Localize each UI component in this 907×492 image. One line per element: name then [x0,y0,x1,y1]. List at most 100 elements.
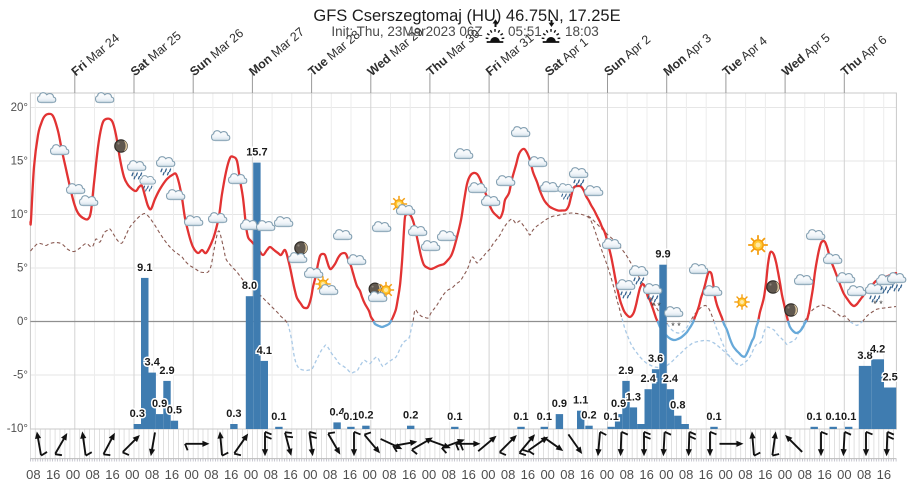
svg-text:0.2: 0.2 [581,410,596,422]
svg-text:08: 08 [26,467,40,482]
svg-text:15.7: 15.7 [246,147,267,159]
svg-text:0.3: 0.3 [130,408,145,420]
svg-text:0.9: 0.9 [611,398,626,410]
svg-text:16: 16 [461,467,475,482]
svg-text:3.8: 3.8 [857,350,872,362]
svg-text:2.5: 2.5 [882,372,897,384]
svg-text:00: 00 [481,467,495,482]
svg-text:00: 00 [718,467,732,482]
svg-text:0.2: 0.2 [358,410,373,422]
svg-text:00: 00 [659,467,673,482]
svg-text:18:03: 18:03 [565,24,599,39]
svg-text:00: 00 [362,467,376,482]
svg-text:08: 08 [857,467,871,482]
svg-text:08: 08 [145,467,159,482]
svg-text:00: 00 [244,467,258,482]
svg-text:08: 08 [442,467,456,482]
svg-text:9.9: 9.9 [655,249,670,261]
svg-text:00: 00 [303,467,317,482]
svg-text:0.9: 0.9 [152,398,167,410]
svg-text:0.8: 0.8 [670,400,685,412]
svg-text:0.1: 0.1 [447,411,462,423]
svg-text:00: 00 [66,467,80,482]
svg-text:20°: 20° [11,102,28,114]
svg-text:0.1: 0.1 [604,411,619,423]
svg-text:16: 16 [402,467,416,482]
svg-text:08: 08 [382,467,396,482]
svg-text:5°: 5° [17,263,28,275]
svg-text:0.3: 0.3 [226,408,241,420]
svg-text:0.1: 0.1 [271,411,286,423]
svg-text:08: 08 [323,467,337,482]
svg-text:2.4: 2.4 [641,373,657,385]
svg-text:08: 08 [798,467,812,482]
svg-text:Init: Thu, 23Mar2023 06Z: Init: Thu, 23Mar2023 06Z [331,24,482,39]
svg-text:Fri Mar 24: Fri Mar 24 [69,31,122,79]
svg-text:15°: 15° [11,156,28,168]
svg-text:00: 00 [600,467,614,482]
svg-text:0.2: 0.2 [403,410,418,422]
svg-text:16: 16 [580,467,594,482]
svg-text:0.1: 0.1 [807,411,822,423]
svg-text:08: 08 [204,467,218,482]
svg-text:0.1: 0.1 [826,411,841,423]
svg-text:0.1: 0.1 [706,411,721,423]
svg-text:00: 00 [540,467,554,482]
svg-text:4.2: 4.2 [870,343,885,355]
svg-text:08: 08 [679,467,693,482]
svg-text:0°: 0° [17,316,28,328]
svg-text:4.1: 4.1 [257,345,272,357]
svg-text:16: 16 [817,467,831,482]
svg-text:9.1: 9.1 [137,262,152,274]
svg-text:8.0: 8.0 [242,280,257,292]
svg-text:16: 16 [699,467,713,482]
svg-text:0.1: 0.1 [841,411,856,423]
svg-text:0.4: 0.4 [329,406,345,418]
svg-text:10°: 10° [11,209,28,221]
svg-text:Sun Mar 26: Sun Mar 26 [187,26,246,79]
svg-text:2.4: 2.4 [663,373,679,385]
svg-text:Thu Apr 6: Thu Apr 6 [838,33,889,79]
svg-text:3.6: 3.6 [648,353,663,365]
svg-text:08: 08 [264,467,278,482]
svg-text:-5°: -5° [13,370,28,382]
svg-text:16: 16 [343,467,357,482]
svg-text:16: 16 [46,467,60,482]
svg-text:Mon Mar 27: Mon Mar 27 [246,25,307,79]
svg-text:00: 00 [778,467,792,482]
svg-text:1.3: 1.3 [626,391,641,403]
svg-text:00: 00 [422,467,436,482]
svg-text:16: 16 [877,467,891,482]
svg-text:0.9: 0.9 [552,398,567,410]
svg-text:0.1: 0.1 [537,411,552,423]
svg-text:05:51: 05:51 [508,24,542,39]
svg-text:Sun Apr 2: Sun Apr 2 [601,32,653,79]
svg-text:08: 08 [560,467,574,482]
svg-text:16: 16 [639,467,653,482]
svg-text:08: 08 [620,467,634,482]
svg-text:00: 00 [125,467,139,482]
svg-text:0.5: 0.5 [167,405,182,417]
svg-text:0.1: 0.1 [513,411,528,423]
svg-text:16: 16 [105,467,119,482]
svg-text:00: 00 [837,467,851,482]
svg-text:2.9: 2.9 [618,365,633,377]
svg-text:Tue Apr 4: Tue Apr 4 [720,34,770,79]
svg-text:Mon Apr 3: Mon Apr 3 [661,31,714,79]
svg-text:16: 16 [224,467,238,482]
svg-text:Sat Mar 25: Sat Mar 25 [128,29,184,79]
svg-text:1.1: 1.1 [573,395,588,407]
svg-text:16: 16 [758,467,772,482]
svg-text:08: 08 [501,467,515,482]
svg-text:Wed Apr 5: Wed Apr 5 [779,31,833,79]
svg-text:-10°: -10° [7,423,28,435]
svg-text:08: 08 [738,467,752,482]
svg-text:GFS Cserszegtomaj (HU) 46.75N,: GFS Cserszegtomaj (HU) 46.75N, 17.25E [313,7,620,25]
svg-text:16: 16 [165,467,179,482]
svg-text:0.1: 0.1 [343,411,358,423]
svg-text:3.4: 3.4 [145,357,161,369]
svg-text:00: 00 [184,467,198,482]
svg-text:16: 16 [521,467,535,482]
svg-text:16: 16 [283,467,297,482]
svg-text:2.9: 2.9 [159,365,174,377]
